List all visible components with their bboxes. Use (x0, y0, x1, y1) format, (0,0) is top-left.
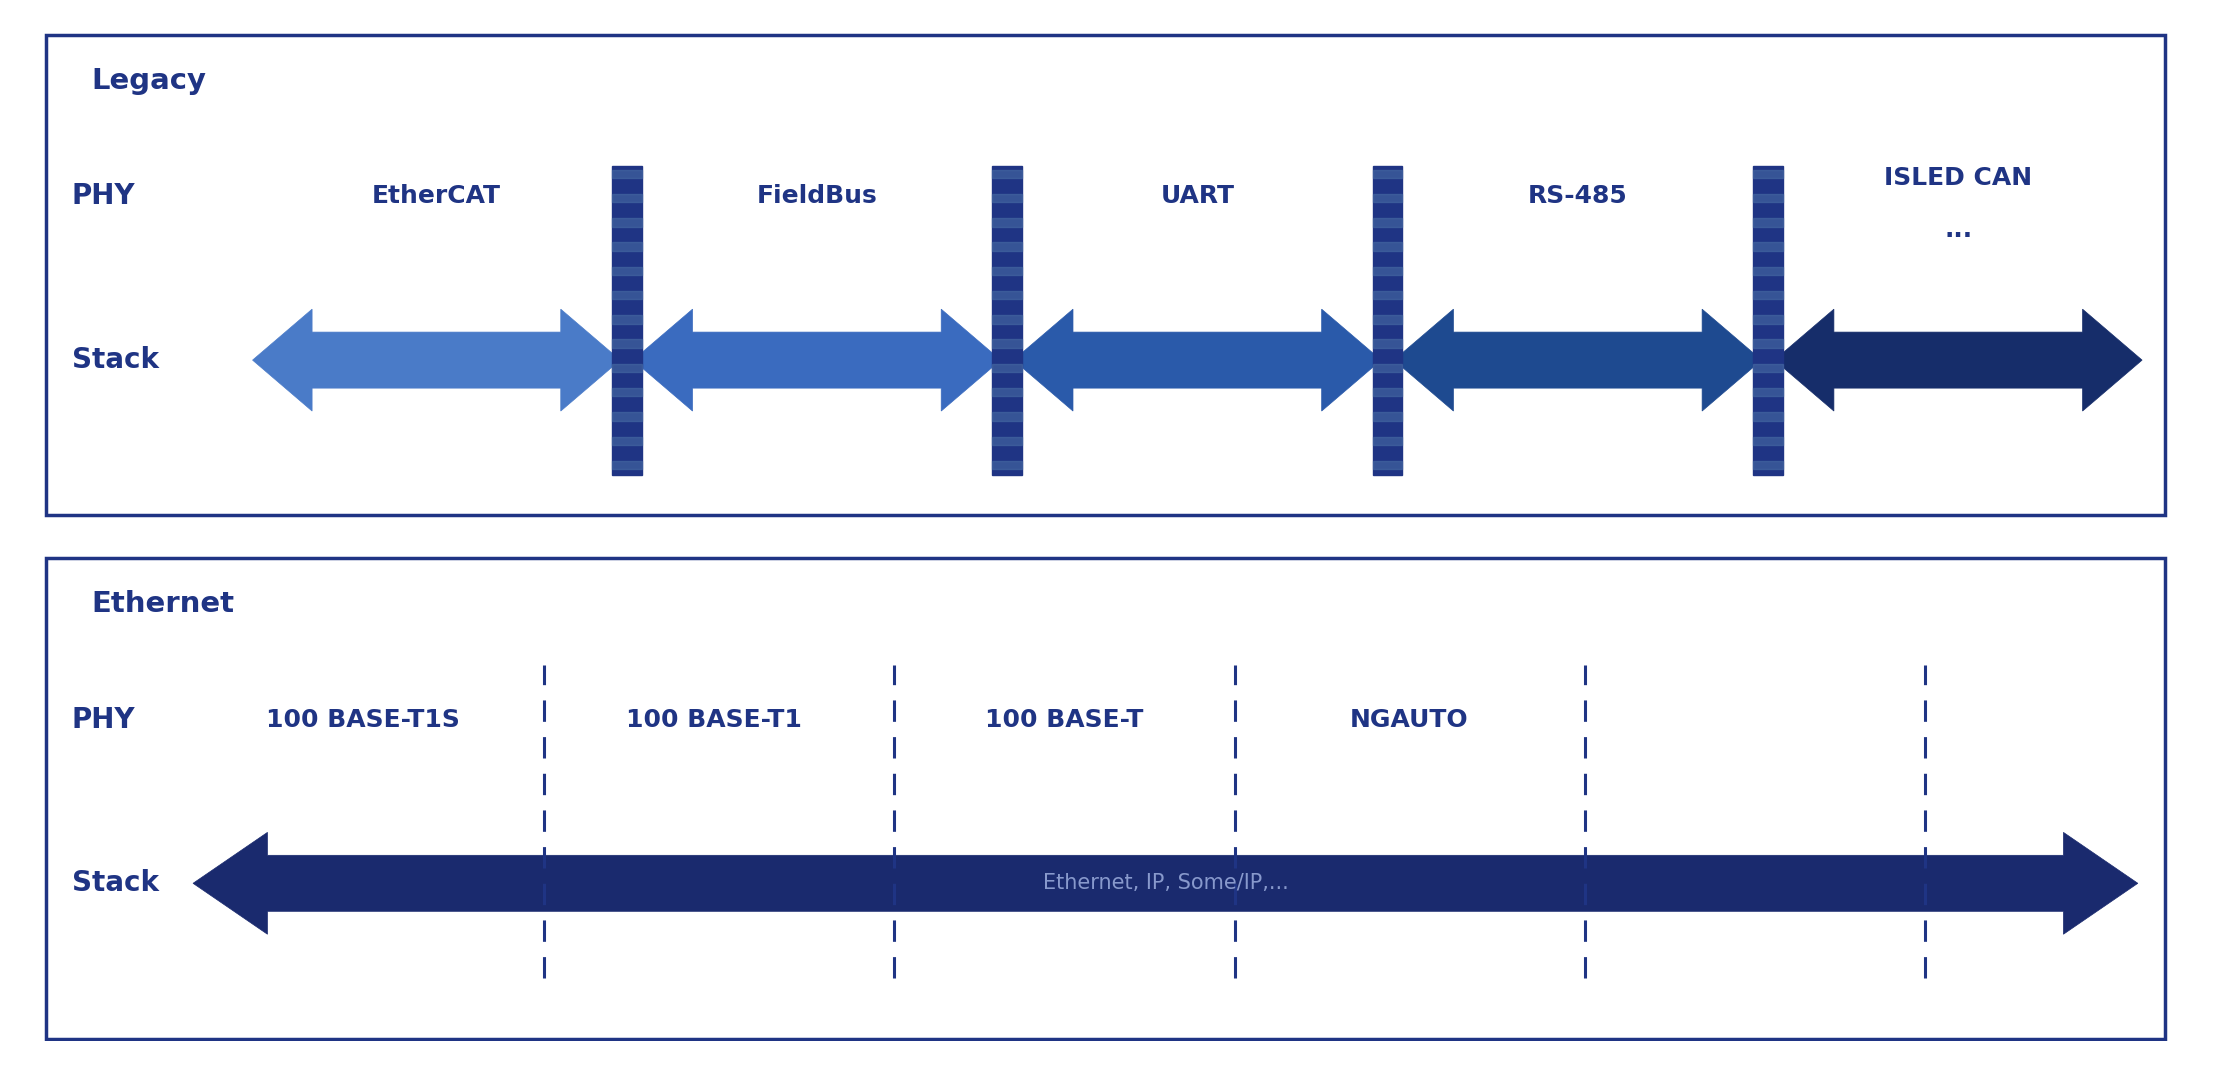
Bar (992, 170, 1023, 178)
Bar (1753, 436, 1782, 445)
Text: Ethernet: Ethernet (91, 590, 235, 618)
Bar (992, 339, 1023, 348)
Bar (992, 267, 1023, 275)
Bar (992, 364, 1023, 373)
Bar (611, 267, 642, 275)
Bar (611, 170, 642, 178)
Polygon shape (1395, 310, 1762, 411)
Text: UART: UART (1160, 184, 1235, 208)
Bar (1373, 218, 1401, 227)
Bar (992, 242, 1023, 251)
Bar (611, 388, 642, 397)
Text: NGAUTO: NGAUTO (1351, 707, 1468, 731)
Bar (992, 166, 1023, 475)
Bar (1753, 461, 1782, 469)
FancyBboxPatch shape (46, 558, 2165, 1039)
Text: Stack: Stack (71, 870, 159, 897)
FancyBboxPatch shape (46, 35, 2165, 516)
Bar (1753, 291, 1782, 300)
Polygon shape (193, 833, 2139, 934)
Bar (1753, 339, 1782, 348)
Text: Stack: Stack (71, 347, 159, 374)
Bar (1373, 388, 1401, 397)
Bar (992, 218, 1023, 227)
Text: Ethernet, IP, Some/IP,...: Ethernet, IP, Some/IP,... (1043, 873, 1289, 894)
Bar (611, 461, 642, 469)
Bar (611, 436, 642, 445)
Text: 100 BASE-T1S: 100 BASE-T1S (266, 707, 461, 731)
Text: 100 BASE-T: 100 BASE-T (985, 707, 1145, 731)
Bar (611, 315, 642, 324)
Bar (1373, 315, 1401, 324)
Text: ...: ... (1944, 218, 1973, 242)
Text: PHY: PHY (71, 182, 135, 210)
Bar (611, 364, 642, 373)
Text: 100 BASE-T1: 100 BASE-T1 (627, 707, 801, 731)
Bar (1373, 461, 1401, 469)
Bar (611, 194, 642, 203)
Bar (1373, 436, 1401, 445)
Bar (992, 436, 1023, 445)
Bar (992, 291, 1023, 300)
Bar (1373, 339, 1401, 348)
Bar (1753, 315, 1782, 324)
Bar (992, 461, 1023, 469)
Bar (611, 218, 642, 227)
Bar (1753, 267, 1782, 275)
Bar (611, 339, 642, 348)
Bar (1753, 170, 1782, 178)
Bar (1373, 166, 1401, 475)
Text: FieldBus: FieldBus (757, 184, 877, 208)
Bar (1373, 194, 1401, 203)
Bar (1373, 267, 1401, 275)
Bar (992, 388, 1023, 397)
Text: ISLED CAN: ISLED CAN (1884, 166, 2032, 191)
Text: Legacy: Legacy (91, 66, 206, 95)
Bar (1753, 194, 1782, 203)
Bar (1373, 291, 1401, 300)
Text: PHY: PHY (71, 705, 135, 734)
Bar (611, 291, 642, 300)
Bar (1753, 166, 1782, 475)
Bar (1373, 364, 1401, 373)
Bar (992, 194, 1023, 203)
Polygon shape (1773, 310, 2143, 411)
Polygon shape (633, 310, 1001, 411)
Text: RS-485: RS-485 (1528, 184, 1627, 208)
Bar (1753, 412, 1782, 421)
Polygon shape (252, 310, 620, 411)
Bar (1753, 242, 1782, 251)
Bar (1373, 170, 1401, 178)
Polygon shape (1014, 310, 1382, 411)
Bar (611, 242, 642, 251)
Bar (1373, 412, 1401, 421)
Bar (992, 315, 1023, 324)
Text: EtherCAT: EtherCAT (372, 184, 500, 208)
Bar (611, 412, 642, 421)
Bar (1373, 242, 1401, 251)
Bar (1753, 364, 1782, 373)
Bar (611, 166, 642, 475)
Bar (1753, 218, 1782, 227)
Bar (992, 412, 1023, 421)
Bar (1753, 388, 1782, 397)
